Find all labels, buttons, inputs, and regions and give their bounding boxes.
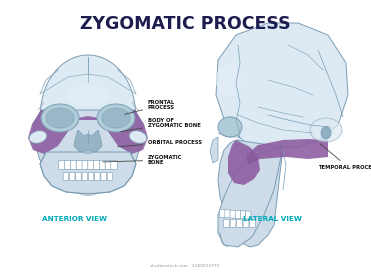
FancyBboxPatch shape bbox=[93, 160, 100, 169]
FancyBboxPatch shape bbox=[59, 160, 65, 169]
Polygon shape bbox=[40, 152, 136, 194]
Polygon shape bbox=[228, 140, 260, 185]
Polygon shape bbox=[74, 130, 102, 152]
Polygon shape bbox=[28, 110, 78, 154]
Polygon shape bbox=[216, 23, 348, 147]
FancyBboxPatch shape bbox=[240, 211, 246, 219]
Text: ANTERIOR VIEW: ANTERIOR VIEW bbox=[43, 216, 108, 222]
FancyBboxPatch shape bbox=[88, 160, 94, 169]
Text: ZYGOMATIC
BONE: ZYGOMATIC BONE bbox=[103, 155, 183, 165]
Text: shutterstock.com · 2189223775: shutterstock.com · 2189223775 bbox=[150, 264, 220, 268]
FancyBboxPatch shape bbox=[63, 172, 69, 180]
FancyBboxPatch shape bbox=[225, 210, 230, 218]
FancyBboxPatch shape bbox=[70, 160, 77, 169]
FancyBboxPatch shape bbox=[111, 160, 117, 169]
Ellipse shape bbox=[29, 131, 47, 143]
FancyBboxPatch shape bbox=[246, 211, 251, 219]
Ellipse shape bbox=[40, 55, 135, 173]
Ellipse shape bbox=[321, 127, 331, 139]
Polygon shape bbox=[246, 139, 328, 165]
Polygon shape bbox=[58, 116, 118, 146]
FancyBboxPatch shape bbox=[69, 172, 75, 180]
Ellipse shape bbox=[102, 108, 130, 128]
FancyBboxPatch shape bbox=[76, 172, 81, 180]
FancyBboxPatch shape bbox=[88, 172, 94, 180]
Text: FRONTAL
PROCESS: FRONTAL PROCESS bbox=[125, 100, 175, 114]
Text: ORBITAL PROCESS: ORBITAL PROCESS bbox=[118, 139, 202, 147]
Ellipse shape bbox=[218, 117, 242, 137]
FancyBboxPatch shape bbox=[224, 220, 229, 227]
Polygon shape bbox=[218, 147, 283, 247]
FancyBboxPatch shape bbox=[82, 172, 88, 180]
Ellipse shape bbox=[46, 108, 74, 128]
FancyBboxPatch shape bbox=[230, 210, 235, 218]
Text: ZYGOMATIC PROCESS: ZYGOMATIC PROCESS bbox=[80, 15, 290, 33]
Ellipse shape bbox=[97, 104, 135, 132]
Text: TEMPORAL PROCESS: TEMPORAL PROCESS bbox=[318, 144, 371, 170]
FancyBboxPatch shape bbox=[82, 160, 88, 169]
Ellipse shape bbox=[310, 118, 342, 142]
Ellipse shape bbox=[68, 85, 108, 107]
Polygon shape bbox=[218, 140, 283, 247]
Text: LATERAL VIEW: LATERAL VIEW bbox=[243, 216, 301, 222]
FancyBboxPatch shape bbox=[65, 160, 71, 169]
Ellipse shape bbox=[216, 65, 240, 95]
Polygon shape bbox=[210, 137, 218, 163]
FancyBboxPatch shape bbox=[250, 220, 255, 227]
FancyBboxPatch shape bbox=[220, 210, 226, 217]
FancyBboxPatch shape bbox=[101, 172, 106, 180]
Text: BODY OF
ZYGOMATIC BONE: BODY OF ZYGOMATIC BONE bbox=[121, 118, 201, 132]
Polygon shape bbox=[34, 110, 142, 190]
Polygon shape bbox=[98, 110, 148, 154]
FancyBboxPatch shape bbox=[243, 220, 249, 227]
Ellipse shape bbox=[129, 131, 147, 143]
FancyBboxPatch shape bbox=[105, 160, 111, 169]
FancyBboxPatch shape bbox=[95, 172, 100, 180]
FancyBboxPatch shape bbox=[237, 220, 242, 227]
FancyBboxPatch shape bbox=[235, 211, 240, 218]
FancyBboxPatch shape bbox=[76, 160, 82, 169]
FancyBboxPatch shape bbox=[230, 220, 236, 227]
FancyBboxPatch shape bbox=[107, 172, 113, 180]
Ellipse shape bbox=[41, 104, 79, 132]
FancyBboxPatch shape bbox=[99, 160, 105, 169]
